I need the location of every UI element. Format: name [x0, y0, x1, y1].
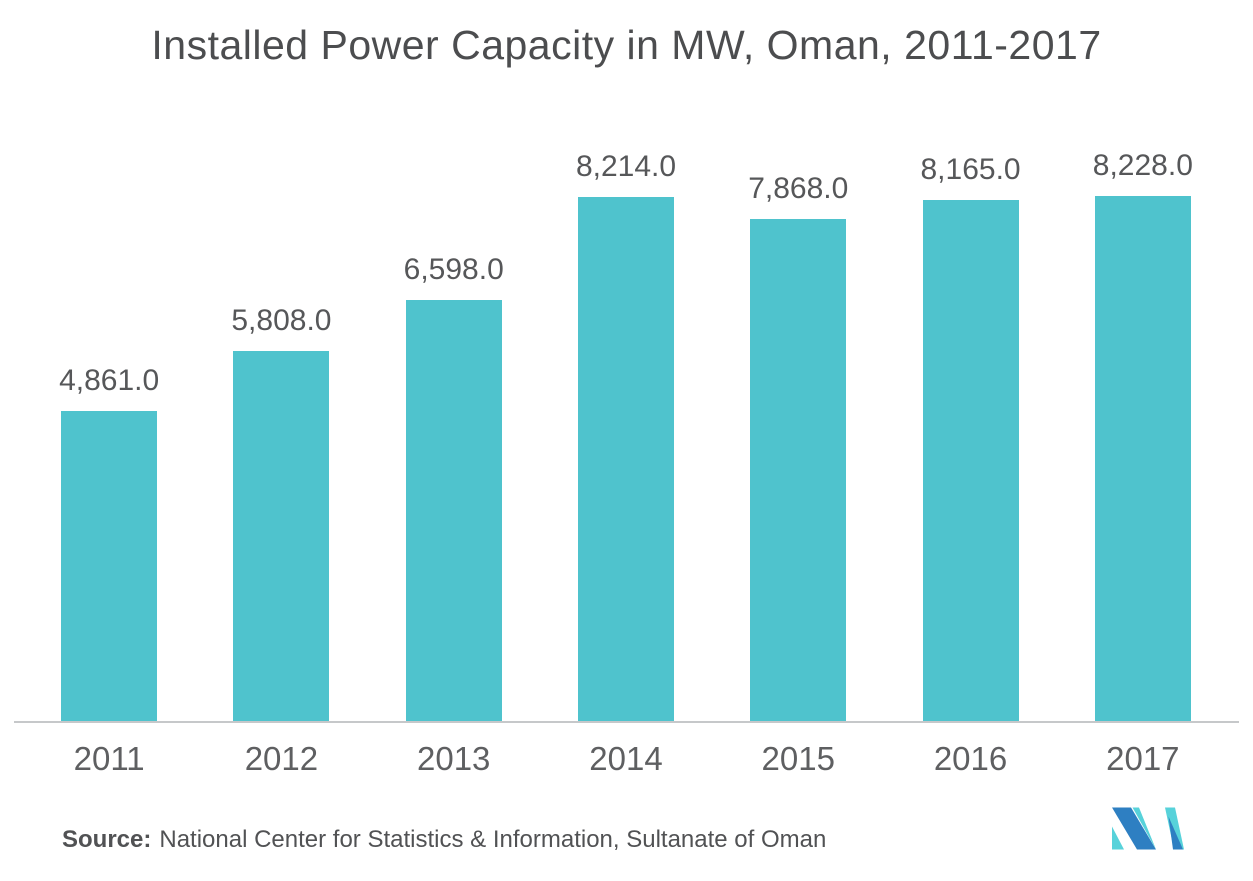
bar-value-label: 8,165.0: [920, 153, 1021, 186]
x-axis-line: [14, 721, 1239, 723]
bar-column: 7,868.0: [712, 0, 884, 722]
bar-column: 4,861.0: [23, 0, 195, 722]
bar-value-label: 7,868.0: [748, 172, 849, 205]
source-label: Source:: [62, 826, 152, 853]
source-note: Source: National Center for Statistics & …: [62, 826, 826, 854]
x-axis-label: 2017: [1106, 740, 1180, 777]
logo-inner-wedge: [1132, 807, 1156, 850]
bar: [61, 411, 158, 722]
x-axis-labels: 2011 2012 2013 2014 2015 2016 2017: [23, 740, 1229, 778]
bar-column: 8,165.0: [884, 0, 1056, 722]
x-axis-label: 2011: [73, 740, 145, 777]
bar-value-label: 6,598.0: [403, 253, 504, 286]
bar-value-label: 5,808.0: [231, 304, 332, 337]
logo-left-diagonal: [1112, 807, 1156, 850]
x-axis-label: 2016: [933, 740, 1008, 777]
x-axis-label: 2014: [589, 740, 663, 777]
x-axis-label: 2012: [244, 740, 319, 777]
bar: [577, 197, 674, 722]
x-axis-label: 2013: [416, 740, 491, 777]
plot-area: 4,861.0 5,808.0 6,598.0 8,214.0 7,868.0 8,165…: [23, 0, 1229, 722]
bar: [405, 300, 502, 722]
logo-right-stem: [1165, 807, 1184, 850]
mordor-intelligence-logo: [1112, 807, 1184, 850]
bar-column: 8,214.0: [540, 0, 712, 722]
logo-right-triangle: [1168, 816, 1183, 850]
bar: [922, 200, 1019, 722]
bar: [750, 219, 847, 722]
bar-value-label: 4,861.0: [59, 364, 160, 397]
x-axis-label: 2015: [761, 740, 835, 777]
bar: [1094, 196, 1191, 722]
chart-title: Installed Power Capacity in MW, Oman, 20…: [151, 22, 1102, 68]
bar-value-label: 8,214.0: [575, 150, 677, 183]
bar-value-label: 8,228.0: [1092, 149, 1193, 182]
bar-column: 6,598.0: [368, 0, 540, 722]
logo-left-foot: [1112, 826, 1124, 850]
source-text: National Center for Statistics & Informa…: [159, 826, 827, 853]
bar: [233, 351, 330, 722]
bar-column: 5,808.0: [195, 0, 367, 722]
bar-column: 8,228.0: [1057, 0, 1229, 722]
